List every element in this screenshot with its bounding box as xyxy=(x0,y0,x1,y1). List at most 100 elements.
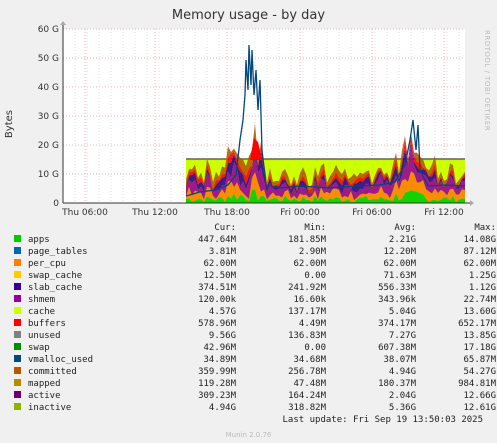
legend-row-committed: committed 359.99M 256.78M 4.94G 54.27G xyxy=(14,366,496,378)
legend-min: 241.92M xyxy=(288,283,326,293)
legend-cur: 12.50M xyxy=(203,271,236,281)
y-tick-label: 10 G xyxy=(38,170,59,180)
legend-avg: 62.00M xyxy=(383,259,416,269)
legend-swatch xyxy=(14,342,28,354)
legend-cur: 309.23M xyxy=(198,391,236,401)
legend-name: page_tables xyxy=(28,247,88,257)
legend-avg: 2.04G xyxy=(388,391,416,401)
rrdtool-credit: RRDTOOL / TOBI OETIKER xyxy=(483,30,491,132)
legend-max: 13.85G xyxy=(463,331,496,341)
legend-min: 4.49M xyxy=(298,319,326,329)
legend-row-cache: cache 4.57G 137.17M 5.04G 13.60G xyxy=(14,306,496,318)
legend-name: swap_cache xyxy=(28,271,83,281)
legend-name: shmem xyxy=(28,295,56,305)
header-avg: Avg: xyxy=(394,223,416,233)
legend-min: 62.00M xyxy=(293,259,326,269)
x-tick-label: Thu 18:00 xyxy=(203,208,250,218)
y-tick-label: 40 G xyxy=(38,83,59,93)
x-tick-label: Fri 00:00 xyxy=(280,208,320,218)
y-tick-labels: 0 10 G 20 G 30 G 40 G 50 G 60 G xyxy=(38,25,60,209)
legend-swatch xyxy=(14,318,28,330)
legend-cur: 578.96M xyxy=(198,319,236,329)
legend-row-inactive: inactive 4.94G 318.82M 5.36G 12.61G xyxy=(14,402,496,414)
legend-cur: 4.94G xyxy=(208,403,236,413)
legend-name: swap xyxy=(28,343,50,353)
legend-table: Cur: Min: Avg: Max: apps 447.64M 181.85M 2.… xyxy=(14,222,496,414)
legend-avg: 5.04G xyxy=(388,307,416,317)
legend-name: unused xyxy=(28,331,61,341)
legend-cur: 42.96M xyxy=(203,343,236,353)
legend-avg: 5.36G xyxy=(388,403,416,413)
legend-max: 1.25G xyxy=(468,271,496,281)
committed-line xyxy=(185,44,466,197)
legend-swatch xyxy=(14,402,28,414)
legend-min: 181.85M xyxy=(288,235,326,245)
legend-max: 65.87M xyxy=(463,355,496,365)
legend-row-swap-cache: swap_cache 12.50M 0.00 71.63M 1.25G xyxy=(14,270,496,282)
legend-swatch xyxy=(14,234,28,246)
graph-title: Memory usage - by day xyxy=(171,8,326,23)
legend-swatch xyxy=(14,378,28,390)
legend-avg: 374.17M xyxy=(378,319,416,329)
y-tick-label: 60 G xyxy=(38,25,59,35)
legend-avg: 343.96k xyxy=(378,295,416,305)
legend-row-per-cpu: per_cpu 62.00M 62.00M 62.00M 62.00M xyxy=(14,258,496,270)
legend-cur: 120.00k xyxy=(198,295,236,305)
legend-max: 13.60G xyxy=(463,307,496,317)
legend-avg: 38.07M xyxy=(383,355,416,365)
last-update: Last update: Fri Sep 19 13:50:03 2025 xyxy=(282,415,483,425)
legend-cur: 3.81M xyxy=(208,247,236,257)
legend-header-row: Cur: Min: Avg: Max: xyxy=(14,222,496,234)
legend-max: 14.08G xyxy=(463,235,496,245)
x-axis-arrow xyxy=(470,200,474,206)
legend-name: cache xyxy=(28,307,56,317)
header-min: Min: xyxy=(304,223,326,233)
shmem-area xyxy=(186,147,465,201)
legend-row-vmalloc-used: vmalloc_used 34.89M 34.68M 38.07M 65.87M xyxy=(14,354,496,366)
legend-cur: 62.00M xyxy=(203,259,236,269)
legend-row-shmem: shmem 120.00k 16.60k 343.96k 22.74M xyxy=(14,294,496,306)
legend-name: apps xyxy=(28,235,50,245)
legend-min: 34.68M xyxy=(293,355,326,365)
legend-cur: 34.89M xyxy=(203,355,236,365)
legend-row-slab-cache: slab_cache 374.51M 241.92M 556.33M 1.12G xyxy=(14,282,496,294)
legend-name: committed xyxy=(28,367,77,377)
legend-swatch xyxy=(14,270,28,282)
legend-swatch xyxy=(14,330,28,342)
legend-row-mapped: mapped 119.28M 47.48M 180.37M 984.81M xyxy=(14,378,496,390)
legend-row-swap: swap 42.96M 0.00 607.38M 17.18G xyxy=(14,342,496,354)
legend-cur: 374.51M xyxy=(198,283,236,293)
legend-swatch xyxy=(14,246,28,258)
legend-swatch xyxy=(14,282,28,294)
legend-min: 47.48M xyxy=(293,379,326,389)
legend-row-apps: apps 447.64M 181.85M 2.21G 14.08G xyxy=(14,234,496,246)
legend-cur: 119.28M xyxy=(198,379,236,389)
unused-area xyxy=(186,158,465,161)
legend-min: 137.17M xyxy=(288,307,326,317)
x-tick-label: Fri 06:00 xyxy=(352,208,392,218)
legend-cur: 447.64M xyxy=(198,235,236,245)
legend-swatch xyxy=(14,390,28,402)
legend-min: 0.00 xyxy=(304,343,326,353)
legend-min: 136.83M xyxy=(288,331,326,341)
buffers-spike xyxy=(250,138,262,160)
legend-swatch xyxy=(14,354,28,366)
legend-min: 2.90M xyxy=(298,247,326,257)
legend-name: mapped xyxy=(28,379,61,389)
legend-name: slab_cache xyxy=(28,283,83,293)
legend-swatch xyxy=(14,366,28,378)
y-tick-label: 20 G xyxy=(38,141,59,151)
legend-swatch xyxy=(14,306,28,318)
y-tick-label: 0 xyxy=(53,199,59,209)
legend-avg: 7.27G xyxy=(388,331,416,341)
legend-max: 652.17M xyxy=(458,319,496,329)
legend-name: buffers xyxy=(28,319,66,329)
legend-cur: 4.57G xyxy=(208,307,236,317)
legend-max: 17.18G xyxy=(463,343,496,353)
header-max: Max: xyxy=(474,223,496,233)
legend-max: 12.61G xyxy=(463,403,496,413)
header-cur: Cur: xyxy=(214,223,236,233)
legend-avg: 4.94G xyxy=(388,367,416,377)
apps-area xyxy=(186,189,465,203)
